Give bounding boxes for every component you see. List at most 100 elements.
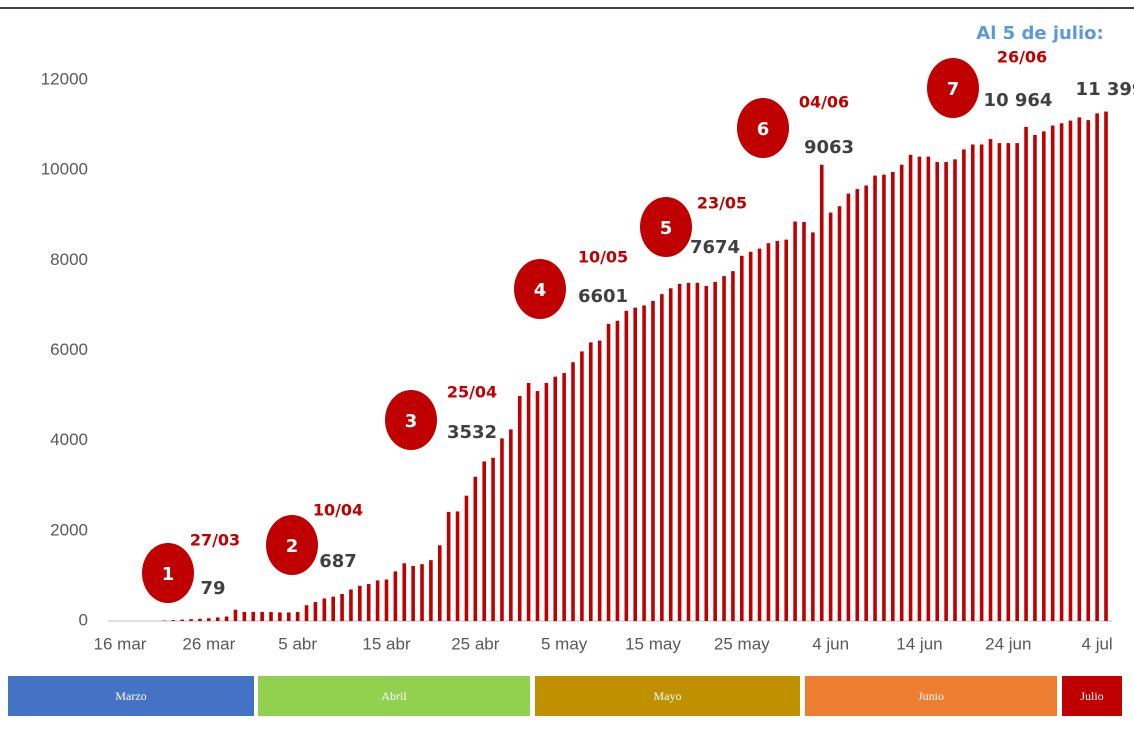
bar (295, 611, 300, 621)
bar (491, 457, 495, 621)
step-marker (927, 58, 979, 118)
month-band (1062, 676, 1122, 716)
x-tick-label: 24 jun (985, 634, 1031, 653)
step-marker (514, 259, 566, 319)
bar (464, 495, 469, 621)
bar (953, 159, 957, 621)
annotation-value: 6601 (578, 286, 628, 307)
bar (1077, 117, 1082, 622)
bar (677, 283, 682, 621)
bar (855, 189, 860, 621)
bar (891, 171, 895, 621)
bar (1024, 126, 1028, 622)
step-marker (266, 515, 318, 575)
bar (437, 545, 442, 621)
bar (446, 511, 451, 621)
annotation-date: 04/06 (799, 93, 849, 112)
annotation-date: 27/03 (190, 531, 240, 550)
bar (811, 232, 815, 622)
bar (517, 396, 522, 621)
bar (606, 323, 611, 621)
annotation-date: 25/04 (447, 383, 497, 402)
bar (944, 162, 948, 621)
bar (979, 144, 984, 621)
y-tick-label: 6000 (50, 340, 88, 359)
bar (686, 282, 691, 621)
bar (1033, 135, 1037, 622)
bar (375, 580, 380, 621)
bar (171, 620, 176, 621)
bar (704, 286, 709, 621)
bar (180, 619, 184, 621)
annotation-value: 3532 (447, 422, 497, 443)
bar (286, 612, 291, 621)
bar (624, 310, 629, 621)
x-tick-label: 4 jul (1082, 634, 1113, 653)
bar (349, 589, 353, 621)
x-tick-label: 25 abr (451, 634, 500, 653)
step-number: 6 (757, 119, 770, 140)
bar (962, 149, 966, 621)
bar (331, 596, 335, 621)
bar (340, 593, 344, 621)
bar (366, 584, 371, 621)
bar (828, 212, 833, 622)
bar (642, 305, 646, 621)
bar (553, 376, 558, 621)
bar (802, 222, 806, 621)
annotation-value: 7674 (690, 237, 740, 258)
bar (633, 307, 638, 621)
bar (775, 240, 780, 621)
step-number: 3 (405, 411, 418, 432)
bar (1042, 131, 1046, 621)
final-value: 11 399 (1076, 79, 1134, 100)
y-tick-label: 0 (79, 610, 88, 629)
y-tick-label: 8000 (50, 250, 88, 269)
annotation-date: 23/05 (697, 194, 747, 213)
step-number: 5 (660, 218, 673, 239)
bar (1095, 113, 1099, 621)
step-number: 2 (286, 536, 299, 557)
bar (837, 206, 842, 621)
bar (819, 164, 824, 622)
bar (269, 611, 273, 621)
bar (535, 391, 540, 621)
step-marker (640, 197, 692, 257)
bar (846, 193, 851, 622)
bar (1050, 125, 1055, 621)
x-tick-label: 14 jun (896, 634, 942, 653)
bar (651, 300, 655, 621)
x-tick-label: 15 may (625, 634, 681, 653)
bar (1015, 143, 1019, 621)
bar (899, 164, 904, 622)
bar (393, 571, 398, 621)
bar (215, 617, 220, 621)
bar (189, 619, 193, 621)
bar (597, 340, 602, 621)
y-tick-label: 4000 (50, 430, 88, 449)
bar (988, 139, 993, 621)
x-tick-label: 25 may (714, 634, 770, 653)
final-title: Al 5 de julio: (976, 23, 1103, 44)
month-band (258, 676, 530, 716)
bar (207, 618, 211, 621)
bar (793, 221, 797, 622)
bar (695, 282, 700, 621)
bar (757, 248, 762, 621)
bar (935, 162, 940, 621)
step-marker (737, 98, 789, 158)
month-band (535, 676, 800, 716)
bar (455, 511, 460, 621)
x-tick-label: 5 may (541, 634, 588, 653)
x-tick-label: 5 abr (278, 634, 317, 653)
annotation-date: 26/06 (997, 48, 1047, 67)
bar (482, 461, 486, 621)
bar (313, 602, 318, 621)
bar (668, 288, 673, 621)
bar (562, 373, 566, 621)
bar (278, 612, 282, 621)
month-label: Abril (381, 689, 407, 703)
bar (198, 618, 202, 621)
bar (580, 351, 584, 621)
